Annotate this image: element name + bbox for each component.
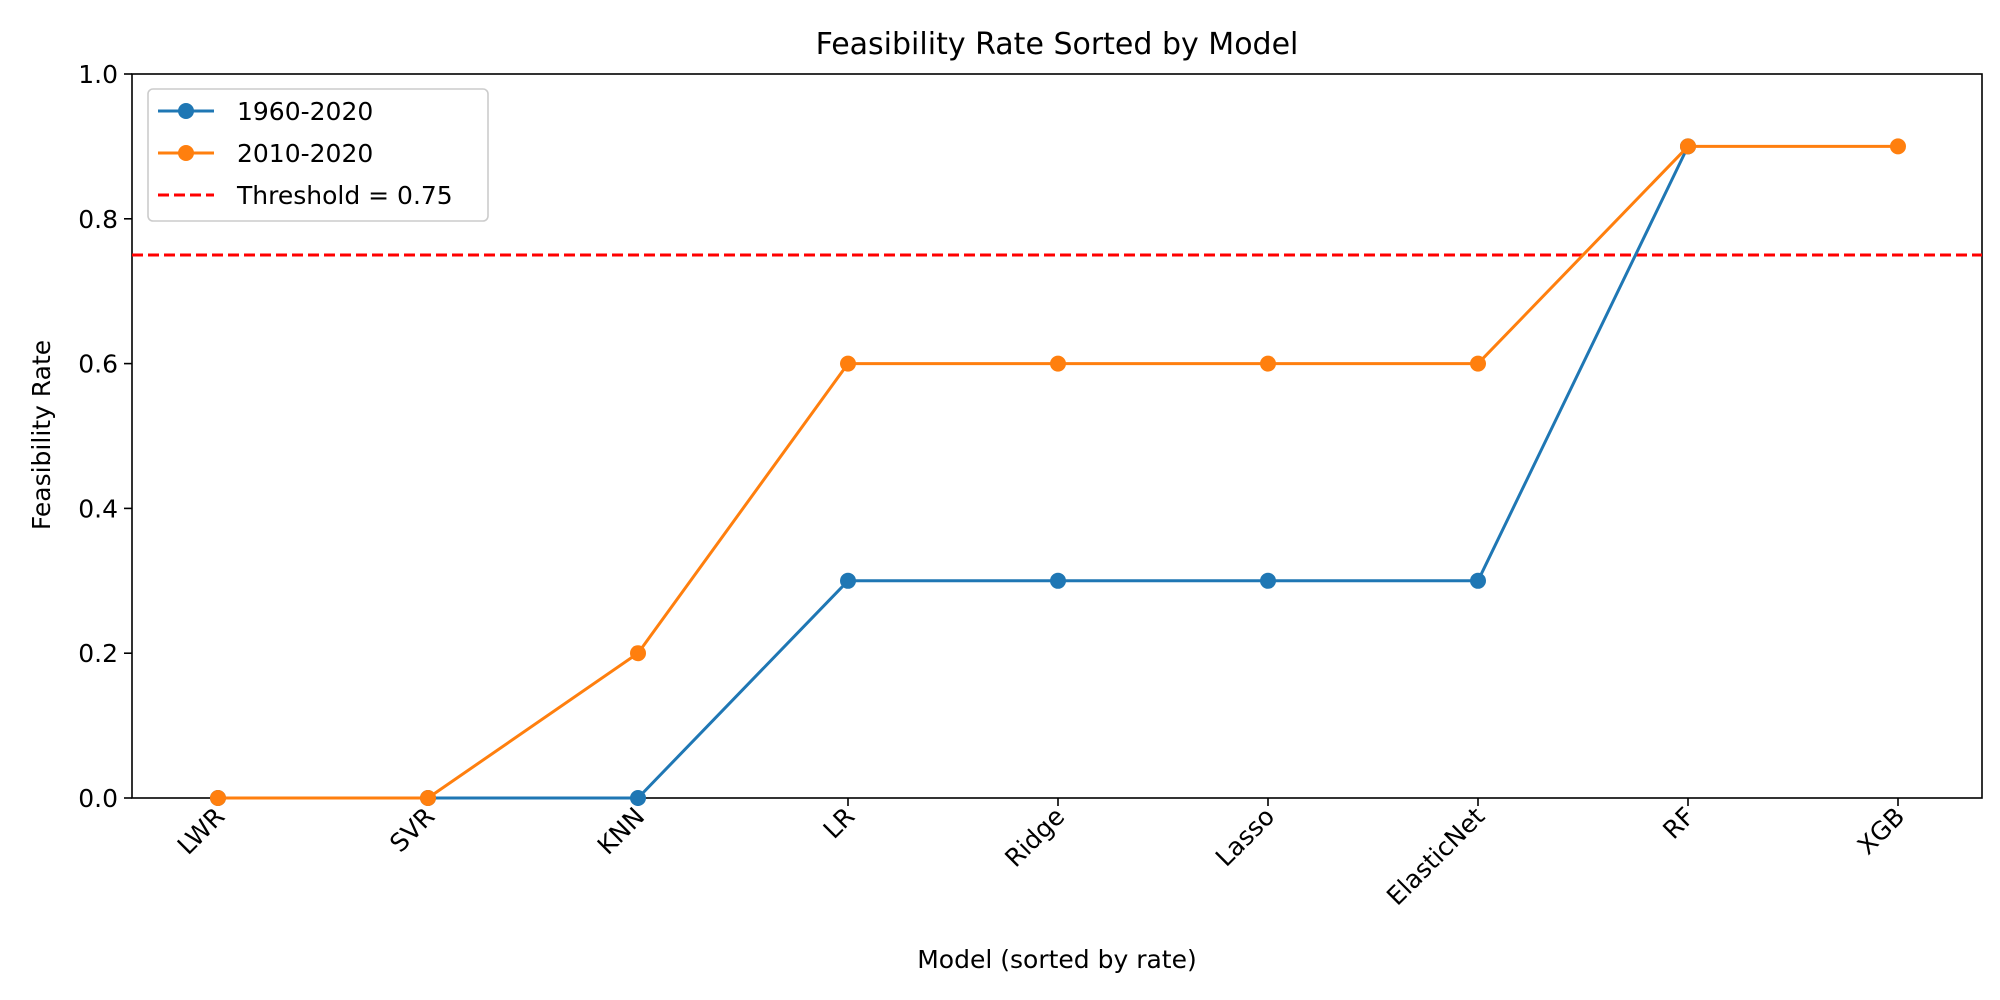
series-2-point [210,790,226,806]
y-tick-label: 1.0 [78,60,118,89]
series-2-point [1050,355,1066,372]
series-2-point [1260,355,1276,372]
legend-label: Threshold = 0.75 [236,181,453,210]
series-2-point [1470,355,1486,372]
x-tick-label: XGB [1852,802,1910,860]
y-tick-label: 0.2 [78,639,118,668]
x-tick-label: ElasticNet [1381,802,1490,911]
x-tick-label: LR [818,802,861,845]
x-tick-label: RF [1657,802,1700,845]
legend-label: 2010-2020 [237,139,373,168]
series-line-2 [218,144,1898,800]
y-axis-label: Feasibility Rate [27,340,56,530]
series-2-point [1680,138,1696,155]
legend: 1960-2020 2010-2020 Threshold = 0.75 [147,88,489,222]
series-1-point [1470,572,1486,589]
series-1-point [840,572,856,589]
series-2-point [1890,138,1906,155]
plot-frame [131,73,1983,799]
legend-swatch-marker [178,145,194,161]
series-1-point [630,790,646,806]
y-tick-label: 0.0 [78,784,118,813]
legend-swatch-marker [178,103,194,119]
series-2-point [630,645,646,662]
x-tick-label: LWR [172,802,231,861]
x-tick-label: Lasso [1210,802,1280,872]
series-2-point [840,355,856,372]
series-2-point [420,790,436,806]
x-tick-label: SVR [384,802,440,858]
chart-title: Feasibility Rate Sorted by Model [816,27,1299,62]
series-line-1 [218,145,1690,800]
x-axis-label: Model (sorted by rate) [917,945,1197,974]
x-tick-label: KNN [592,802,651,861]
legend-label: 1960-2020 [237,97,373,126]
series-1-point [1260,572,1276,589]
y-tick-label: 0.8 [78,205,118,234]
x-tick-label: Ridge [999,802,1070,873]
y-tick-label: 0.4 [78,494,118,523]
series-1-point [1050,572,1066,589]
y-tick-label: 0.6 [78,350,118,379]
legend-box [147,88,489,222]
